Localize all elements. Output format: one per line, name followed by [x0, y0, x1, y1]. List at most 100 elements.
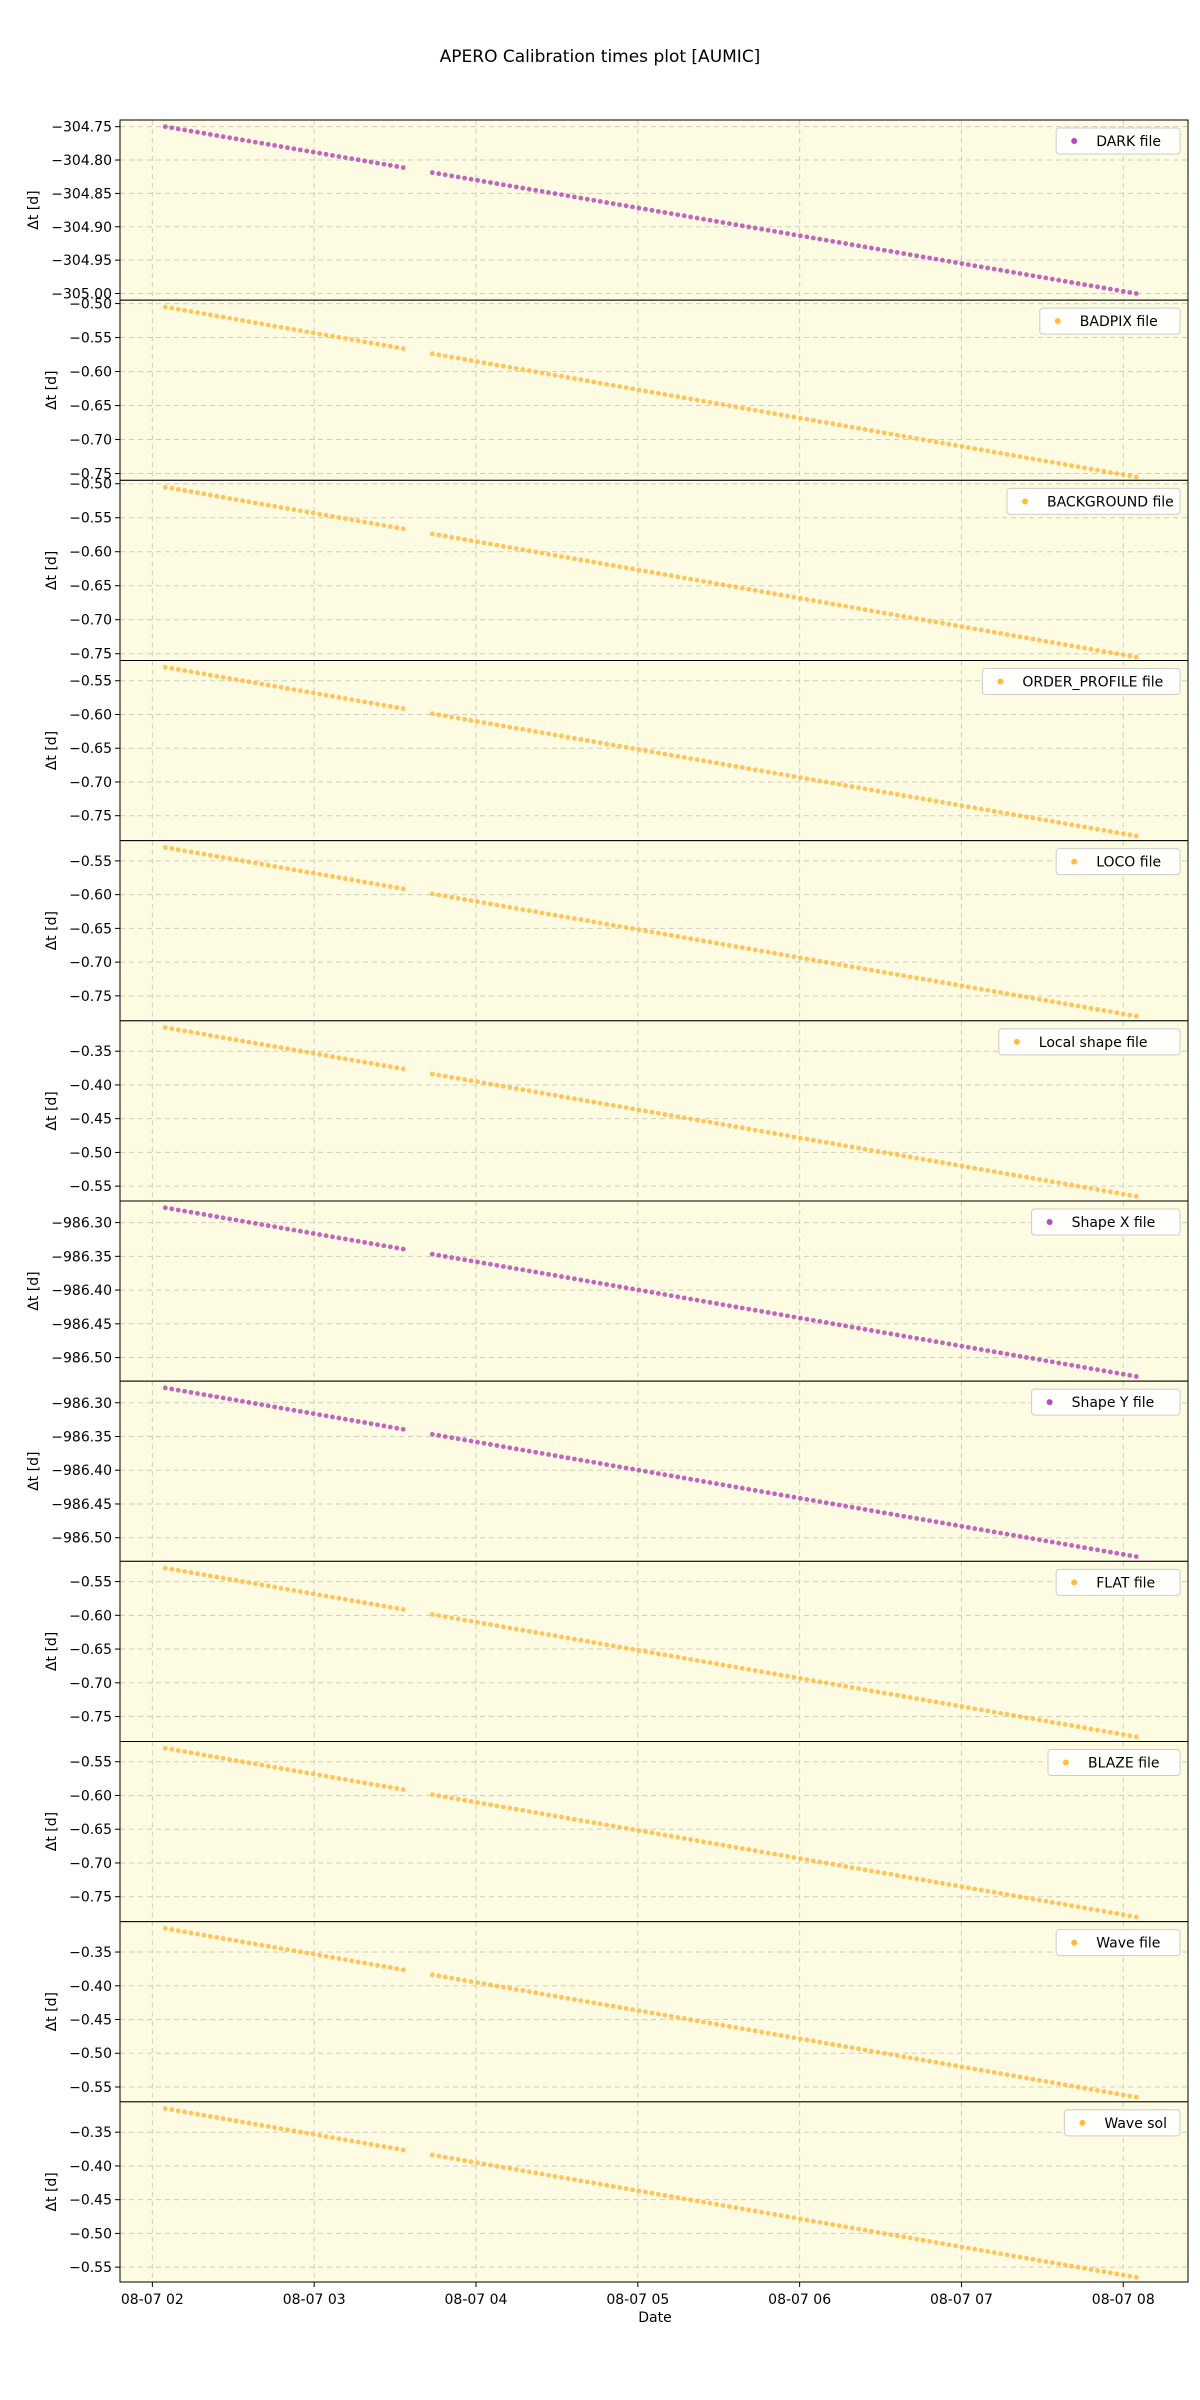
- data-point: [649, 569, 655, 575]
- data-point: [952, 442, 958, 448]
- data-point: [1082, 824, 1087, 830]
- data-point: [681, 1475, 687, 1481]
- data-point: [610, 2003, 616, 2009]
- data-point: [888, 1871, 894, 1877]
- data-point: [662, 751, 668, 757]
- data-point: [798, 1676, 803, 1681]
- data-point: [746, 766, 752, 772]
- data-point: [765, 410, 771, 415]
- data-point: [1024, 1535, 1029, 1540]
- data-point: [233, 1217, 239, 1223]
- data-point: [475, 1619, 480, 1625]
- data-point: [765, 1490, 771, 1496]
- data-point: [643, 2189, 648, 2195]
- data-point: [488, 1802, 493, 1808]
- data-point: [526, 1989, 532, 1995]
- data-point: [1062, 1001, 1068, 1007]
- data-point: [394, 525, 400, 531]
- legend-label: FLAT file: [1096, 1575, 1155, 1591]
- legend-box: [1055, 1568, 1181, 1596]
- data-point: [972, 626, 978, 632]
- data-point: [623, 925, 629, 930]
- data-point: [539, 370, 545, 376]
- data-point: [342, 1416, 348, 1422]
- data-point: [1095, 1187, 1100, 1192]
- data-point: [513, 905, 519, 911]
- data-point: [455, 535, 461, 541]
- data-point: [513, 184, 519, 190]
- data-point: [1101, 1548, 1107, 1554]
- data-point: [849, 2225, 855, 2231]
- data-point: [188, 1209, 194, 1215]
- data-point: [707, 580, 713, 585]
- data-point: [920, 1337, 926, 1342]
- data-point: [468, 1258, 474, 1264]
- data-point: [1004, 991, 1010, 997]
- y-axis-label: Δt [d]: [44, 551, 60, 590]
- data-point: [494, 181, 500, 187]
- data-point: [291, 2128, 297, 2134]
- data-point: [597, 920, 603, 926]
- data-point: [207, 1933, 213, 1939]
- data-point: [830, 960, 836, 966]
- data-point: [526, 368, 532, 374]
- data-point: [804, 1677, 810, 1682]
- data-point: [823, 959, 829, 965]
- data-point: [940, 620, 945, 626]
- data-point: [881, 1330, 887, 1336]
- data-point: [304, 869, 310, 875]
- data-point: [182, 1208, 187, 1214]
- data-point: [214, 1214, 220, 1220]
- data-point: [688, 1476, 694, 1482]
- data-point: [188, 1389, 194, 1395]
- data-point: [907, 794, 913, 800]
- data-point: [778, 1492, 784, 1498]
- data-point: [214, 673, 220, 679]
- data-point: [323, 1773, 329, 1779]
- data-point: [714, 1481, 719, 1487]
- data-point: [1062, 2082, 1068, 2088]
- data-point: [604, 1822, 610, 1828]
- data-point: [1056, 2261, 1062, 2267]
- y-tick-label: −0.55: [69, 331, 112, 347]
- data-point: [901, 973, 907, 979]
- data-point: [571, 735, 577, 741]
- data-point: [978, 2067, 984, 2073]
- data-point: [1075, 1904, 1081, 1910]
- data-point: [1043, 275, 1049, 281]
- data-point: [559, 733, 564, 739]
- legend-box: [1031, 1388, 1181, 1416]
- data-point: [914, 1876, 920, 1882]
- data-point: [500, 182, 506, 188]
- data-point: [862, 1867, 868, 1873]
- data-point: [559, 1094, 564, 1099]
- data-point: [772, 1311, 777, 1317]
- data-point: [752, 1488, 758, 1493]
- y-tick-label: −0.40: [69, 2159, 112, 2175]
- y-tick-label: −305.00: [51, 286, 112, 302]
- y-tick-label: −0.40: [69, 1078, 112, 1094]
- data-point: [856, 1145, 861, 1151]
- data-point: [597, 1280, 603, 1286]
- data-point: [675, 2195, 681, 2201]
- data-point: [726, 762, 732, 768]
- data-point: [604, 2182, 610, 2188]
- data-point: [901, 1333, 907, 1339]
- data-point: [694, 1477, 700, 1483]
- data-point: [675, 1114, 681, 1120]
- data-point: [252, 860, 258, 866]
- y-tick-label: −986.30: [51, 1216, 112, 1232]
- data-point: [449, 894, 455, 900]
- data-point: [933, 798, 939, 804]
- data-point: [1107, 286, 1113, 292]
- data-point: [630, 386, 635, 392]
- data-point: [520, 1988, 526, 1993]
- data-point: [584, 918, 590, 924]
- data-point: [952, 623, 958, 628]
- data-point: [1004, 1892, 1010, 1897]
- data-point: [578, 1998, 584, 2004]
- data-point: [240, 498, 245, 504]
- data-point: [649, 1650, 655, 1656]
- data-point: [1004, 1351, 1010, 1357]
- data-point: [668, 752, 674, 758]
